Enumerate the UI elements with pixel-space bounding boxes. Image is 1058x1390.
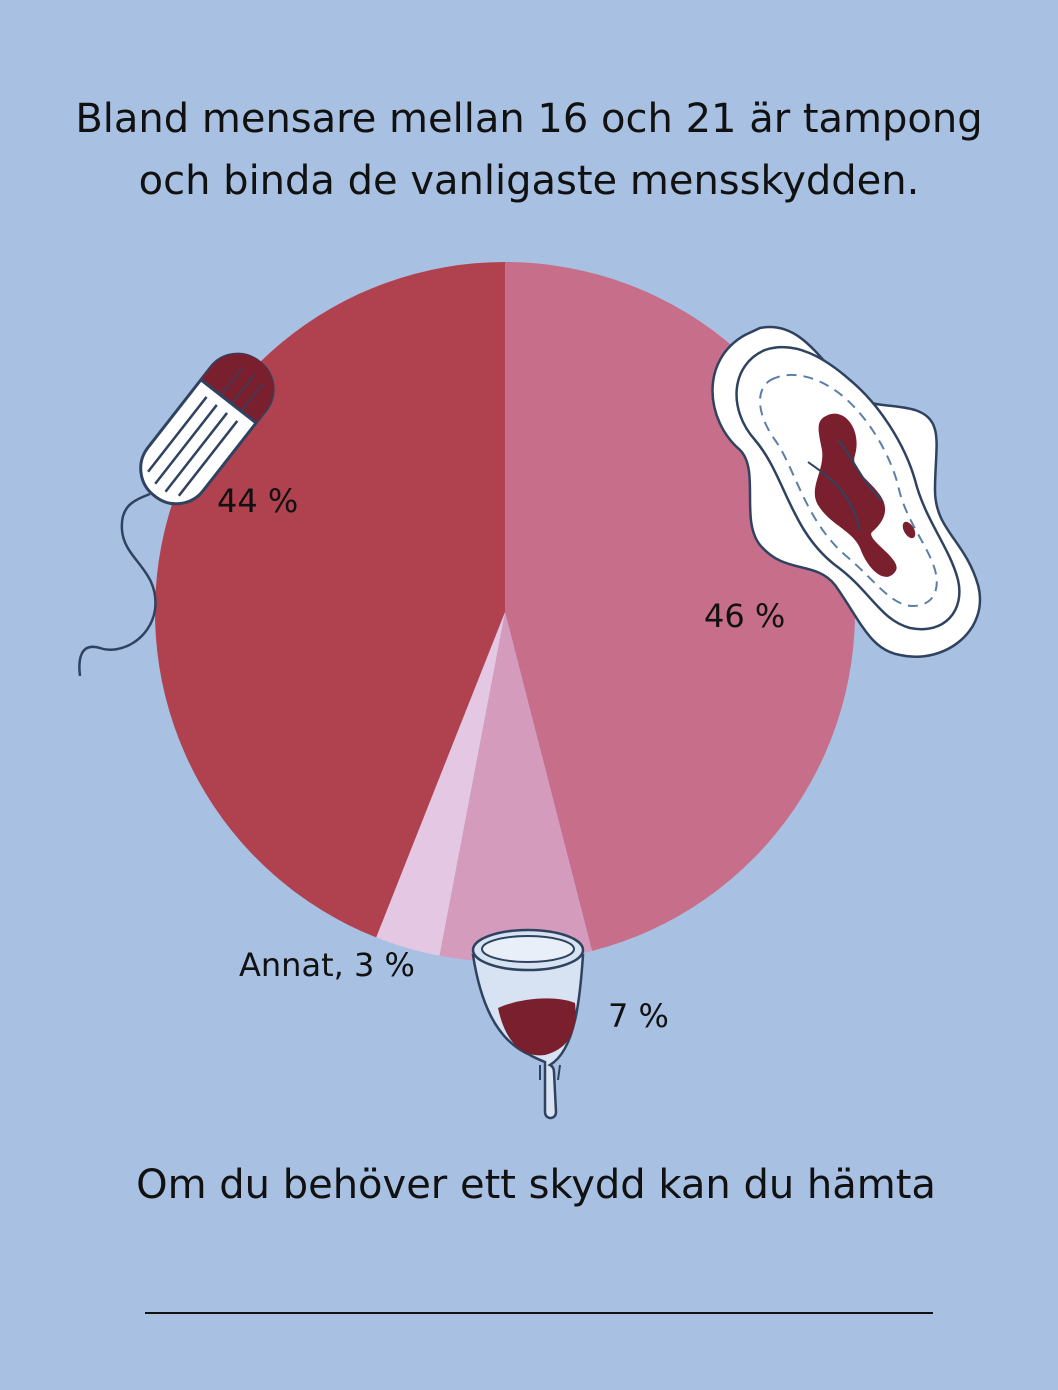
- pie-slice-2: [376, 612, 505, 956]
- fill-in-line: [145, 1312, 933, 1314]
- menstrual-cup-icon: [471, 928, 585, 1120]
- chart-title: Bland mensare mellan 16 och 21 är tampon…: [0, 88, 1058, 212]
- label-pad: 46 %: [704, 597, 785, 635]
- tampon-icon: [78, 352, 275, 677]
- pad-icon: [711, 325, 982, 658]
- title-line-1: Bland mensare mellan 16 och 21 är tampon…: [75, 96, 983, 142]
- label-tampon: 44 %: [217, 482, 298, 520]
- title-line-2: och binda de vanligaste mensskydden.: [138, 158, 920, 204]
- label-cup: 7 %: [608, 997, 669, 1035]
- footer-text: Om du behöver ett skydd kan du hämta: [136, 1162, 936, 1208]
- label-other: Annat, 3 %: [239, 946, 415, 984]
- pie-slice-1: [439, 612, 593, 962]
